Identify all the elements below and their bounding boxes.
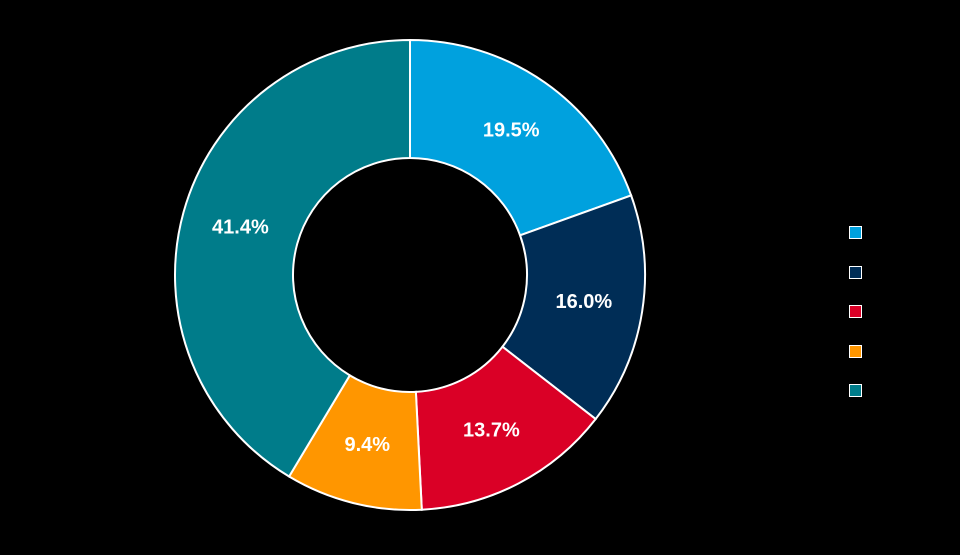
- legend-swatch-icon: [849, 305, 862, 319]
- legend-item: [849, 332, 870, 372]
- legend-item: [849, 213, 870, 253]
- chart-legend: [849, 213, 870, 411]
- legend-swatch-icon: [849, 344, 862, 358]
- legend-item: [849, 292, 870, 332]
- donut-slice: [174, 38, 411, 478]
- legend-item: [849, 371, 870, 411]
- legend-swatch-icon: [849, 384, 862, 398]
- legend-swatch-icon: [849, 226, 862, 240]
- slice-labels: 19.5% 16.0% 13.7% 9.4% 41.4%: [212, 119, 612, 456]
- legend-item: [849, 253, 870, 293]
- donut-slice: [409, 38, 633, 237]
- donut-slice: [501, 194, 646, 421]
- slice-value-label: 41.4%: [212, 216, 269, 238]
- slice-value-label: 9.4%: [345, 434, 391, 456]
- slice-value-label: 19.5%: [483, 119, 540, 141]
- slice-value-label: 13.7%: [463, 419, 520, 441]
- donut-slices: [174, 38, 646, 511]
- legend-swatch-icon: [849, 265, 862, 279]
- slice-value-label: 16.0%: [555, 291, 612, 313]
